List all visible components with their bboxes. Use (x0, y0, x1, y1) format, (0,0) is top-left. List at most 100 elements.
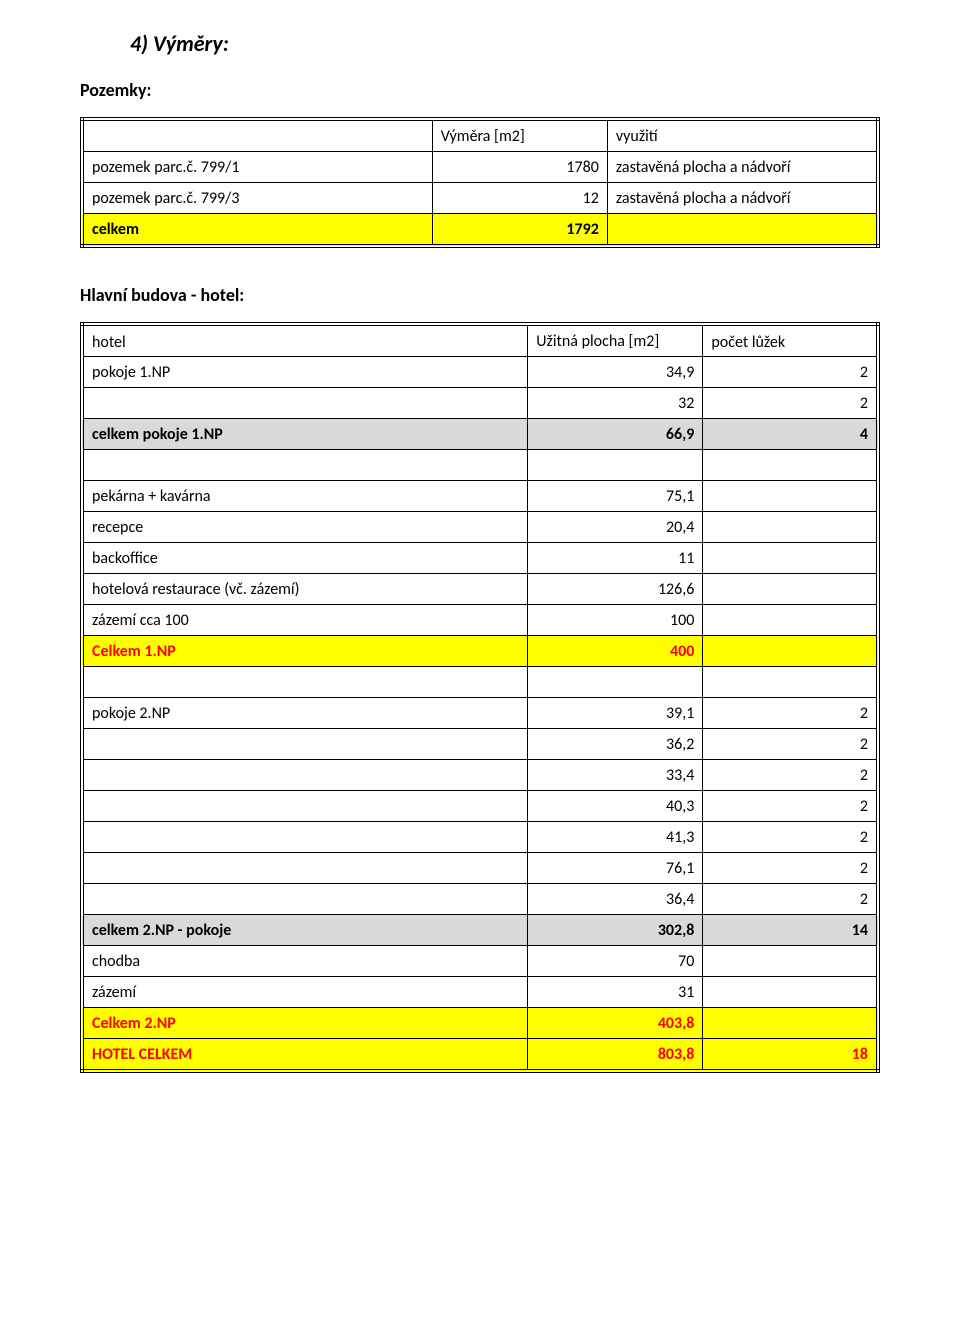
row-area: 100 (528, 605, 703, 636)
subtotal-label: celkem 2.NP - pokoje (82, 915, 528, 946)
total-area: 400 (528, 636, 703, 667)
row-beds: 2 (703, 729, 878, 760)
row-label: backoffice (82, 543, 528, 574)
header-hotel: hotel (82, 324, 528, 357)
subtotal-beds: 14 (703, 915, 878, 946)
row-empty (703, 512, 878, 543)
row-area: 126,6 (528, 574, 703, 605)
grand-total-row: HOTEL CELKEM 803,8 18 (82, 1039, 878, 1072)
subtotal-row: celkem pokoje 1.NP 66,9 4 (82, 419, 878, 450)
row-beds: 2 (703, 791, 878, 822)
total-row: Celkem 1.NP 400 (82, 636, 878, 667)
hotel-table: hotel Užitná plocha [m2] počet lůžek pok… (80, 322, 880, 1073)
row-label: zázemí (82, 977, 528, 1008)
row-area: 32 (528, 388, 703, 419)
table-row: pozemek parc.č. 799/3 12 zastavěná ploch… (82, 183, 878, 214)
table-row: 76,1 2 (82, 853, 878, 884)
total-empty (607, 214, 878, 247)
total-area: 403,8 (528, 1008, 703, 1039)
row-label (82, 388, 528, 419)
row-empty (703, 481, 878, 512)
row-beds: 2 (703, 357, 878, 388)
row-empty (703, 543, 878, 574)
row-label: pokoje 2.NP (82, 698, 528, 729)
empty-row (82, 450, 878, 481)
row-label: pokoje 1.NP (82, 357, 528, 388)
table-row: pokoje 1.NP 34,9 2 (82, 357, 878, 388)
subtotal-row: celkem 2.NP - pokoje 302,8 14 (82, 915, 878, 946)
row-area: 76,1 (528, 853, 703, 884)
row-area: 40,3 (528, 791, 703, 822)
header-use: využití (607, 119, 878, 152)
table-row: pozemek parc.č. 799/1 1780 zastavěná plo… (82, 152, 878, 183)
row-area: 34,9 (528, 357, 703, 388)
table-row: 33,4 2 (82, 760, 878, 791)
pozemky-title: Pozemky: (80, 79, 880, 101)
header-empty (82, 119, 432, 152)
total-label: celkem (82, 214, 432, 247)
table-row: 41,3 2 (82, 822, 878, 853)
subtotal-area: 66,9 (528, 419, 703, 450)
grand-total-area: 803,8 (528, 1039, 703, 1072)
row-empty (703, 605, 878, 636)
row-area: 11 (528, 543, 703, 574)
total-row: Celkem 2.NP 403,8 (82, 1008, 878, 1039)
row-use: zastavěná plocha a nádvoří (607, 183, 878, 214)
row-area: 39,1 (528, 698, 703, 729)
row-area: 33,4 (528, 760, 703, 791)
row-label: hotelová restaurace (vč. zázemí) (82, 574, 528, 605)
row-area: 1780 (432, 152, 607, 183)
total-empty (703, 636, 878, 667)
subtotal-label: celkem pokoje 1.NP (82, 419, 528, 450)
row-area: 36,2 (528, 729, 703, 760)
row-label: pozemek parc.č. 799/1 (82, 152, 432, 183)
grand-total-label: HOTEL CELKEM (82, 1039, 528, 1072)
table-row: pokoje 2.NP 39,1 2 (82, 698, 878, 729)
table-row: 32 2 (82, 388, 878, 419)
hlavni-title: Hlavní budova - hotel: (80, 284, 880, 306)
row-beds: 2 (703, 388, 878, 419)
row-label: zázemí cca 100 (82, 605, 528, 636)
row-beds: 2 (703, 884, 878, 915)
total-value: 1792 (432, 214, 607, 247)
row-area: 75,1 (528, 481, 703, 512)
table-row: 36,4 2 (82, 884, 878, 915)
header-area: Užitná plocha [m2] (528, 324, 703, 357)
row-area: 36,4 (528, 884, 703, 915)
grand-total-beds: 18 (703, 1039, 878, 1072)
pozemky-table: Výměra [m2] využití pozemek parc.č. 799/… (80, 117, 880, 248)
row-area: 31 (528, 977, 703, 1008)
row-area: 20,4 (528, 512, 703, 543)
row-use: zastavěná plocha a nádvoří (607, 152, 878, 183)
table-row: pekárna + kavárna 75,1 (82, 481, 878, 512)
row-label: recepce (82, 512, 528, 543)
header-area: Výměra [m2] (432, 119, 607, 152)
section-heading: 4) Výměry: (130, 30, 880, 57)
row-beds: 2 (703, 760, 878, 791)
table-row: 36,2 2 (82, 729, 878, 760)
row-empty (703, 574, 878, 605)
empty-row (82, 667, 878, 698)
table-header-row: Výměra [m2] využití (82, 119, 878, 152)
row-area: 41,3 (528, 822, 703, 853)
table-row: 40,3 2 (82, 791, 878, 822)
total-empty (703, 1008, 878, 1039)
row-label: pekárna + kavárna (82, 481, 528, 512)
row-area: 70 (528, 946, 703, 977)
header-beds: počet lůžek (703, 324, 878, 357)
row-beds: 2 (703, 698, 878, 729)
table-row: chodba 70 (82, 946, 878, 977)
subtotal-beds: 4 (703, 419, 878, 450)
row-empty (703, 977, 878, 1008)
total-label: Celkem 2.NP (82, 1008, 528, 1039)
table-row: recepce 20,4 (82, 512, 878, 543)
row-area: 12 (432, 183, 607, 214)
row-empty (703, 946, 878, 977)
table-row: backoffice 11 (82, 543, 878, 574)
subtotal-area: 302,8 (528, 915, 703, 946)
row-label: chodba (82, 946, 528, 977)
total-label: Celkem 1.NP (82, 636, 528, 667)
table-row: zázemí 31 (82, 977, 878, 1008)
row-beds: 2 (703, 853, 878, 884)
table-row: hotelová restaurace (vč. zázemí) 126,6 (82, 574, 878, 605)
